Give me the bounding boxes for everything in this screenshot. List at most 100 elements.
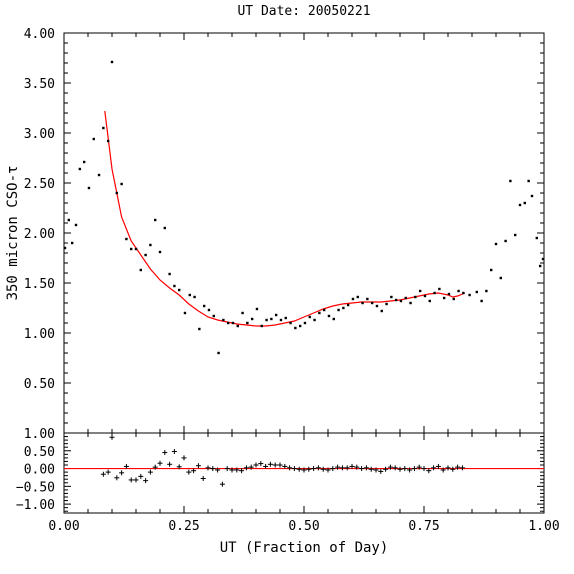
residual-point [205, 465, 211, 471]
y-tick-label: 3.50 [24, 77, 55, 92]
main-panel-y-tick-labels: 0.50 1.00 1.50 2.00 2.50 3.00 3.50 4.00 [24, 27, 55, 392]
data-point [110, 60, 114, 64]
residual-point [105, 469, 111, 475]
y-tick-label: 0.50 [24, 377, 55, 392]
data-point [442, 296, 446, 300]
residual-point [387, 464, 393, 470]
residual-panel-ticks [63, 432, 545, 513]
residual-point [272, 462, 278, 468]
residual-point [378, 468, 384, 474]
data-point [399, 299, 403, 303]
data-point [212, 314, 215, 318]
data-point [404, 296, 407, 300]
data-point [130, 247, 133, 251]
fit-line [104, 110, 466, 327]
data-point [380, 309, 383, 313]
residual-point [157, 460, 163, 466]
y-tick-label: 1.50 [24, 277, 55, 292]
data-point [504, 239, 507, 243]
residual-point [152, 464, 158, 470]
data-point [447, 292, 451, 296]
x-tick-label: 0.75 [408, 519, 439, 534]
data-point [92, 137, 95, 141]
data-point [375, 304, 379, 308]
residual-point [167, 461, 173, 467]
residual-point [416, 464, 422, 470]
data-point [499, 276, 502, 280]
data-point [414, 295, 417, 299]
x-axis-label: UT (Fraction of Day) [220, 540, 389, 556]
residual-point [431, 465, 437, 471]
data-point [226, 321, 230, 325]
residual-point [421, 466, 427, 472]
residual-point [301, 467, 307, 473]
data-point [236, 324, 239, 328]
data-point [332, 317, 335, 321]
data-point [134, 247, 138, 251]
residual-point [383, 466, 389, 472]
x-tick-label: 0.50 [288, 519, 319, 534]
residual-point [243, 465, 249, 471]
data-point [125, 237, 128, 241]
data-point [139, 268, 142, 272]
residual-point [215, 467, 221, 473]
data-point [541, 257, 545, 261]
residual-point [344, 465, 350, 471]
data-point [207, 308, 211, 312]
data-point [289, 321, 292, 325]
data-point [63, 246, 67, 250]
y-axis-label: 350 micron CSO-τ [5, 166, 21, 301]
chart-title: UT Date: 20050221 [237, 4, 370, 19]
x-tick-label: 0.25 [168, 519, 199, 534]
y-tick-label: 0.00 [24, 463, 55, 478]
data-point [385, 302, 388, 306]
data-point [490, 268, 493, 272]
data-point [202, 304, 206, 308]
data-point [217, 351, 220, 355]
main-panel-frame [63, 32, 545, 434]
residual-point [287, 465, 293, 471]
residual-point [363, 465, 369, 471]
residual-point [277, 462, 283, 468]
y-tick-label: 0.50 [24, 445, 55, 460]
data-point [327, 314, 331, 318]
data-point [475, 290, 478, 294]
data-point [518, 203, 522, 207]
data-point [183, 311, 187, 315]
residual-point [133, 477, 139, 483]
residual-point [200, 476, 206, 482]
residual-point [315, 465, 321, 471]
residual-point [349, 463, 355, 469]
data-point [342, 306, 345, 310]
data-point [346, 303, 350, 307]
data-point [82, 160, 86, 164]
residual-point [325, 467, 331, 473]
residual-point [248, 464, 254, 470]
residual-point [291, 466, 297, 472]
residual-point [267, 461, 273, 467]
residual-point [176, 464, 182, 470]
data-point [173, 284, 176, 288]
residual-point [459, 465, 465, 471]
residual-point [171, 448, 177, 454]
residual-point [123, 463, 129, 469]
data-point [102, 126, 105, 130]
residual-point [138, 473, 144, 479]
data-point [294, 326, 297, 330]
residual-panel: 1.00 0.50 0.00 −0.50 −1.00 0.00 0.25 0.50 0.75 1… [16, 427, 560, 534]
data-point [356, 295, 359, 299]
residual-point [119, 470, 125, 476]
residual-point [435, 463, 441, 469]
data-point [538, 264, 542, 268]
x-axis-tick-labels: 0.00 0.25 0.50 0.75 1.00 [48, 519, 559, 534]
main-panel: 0.50 1.00 1.50 2.00 2.50 3.00 3.50 4.00 [24, 27, 545, 434]
data-point [67, 218, 70, 222]
data-point [303, 321, 307, 325]
data-point [530, 194, 534, 198]
data-point [468, 293, 471, 297]
residual-point [100, 471, 106, 477]
residual-point [224, 466, 230, 472]
x-tick-label: 0.00 [48, 519, 79, 534]
data-point [409, 301, 412, 305]
